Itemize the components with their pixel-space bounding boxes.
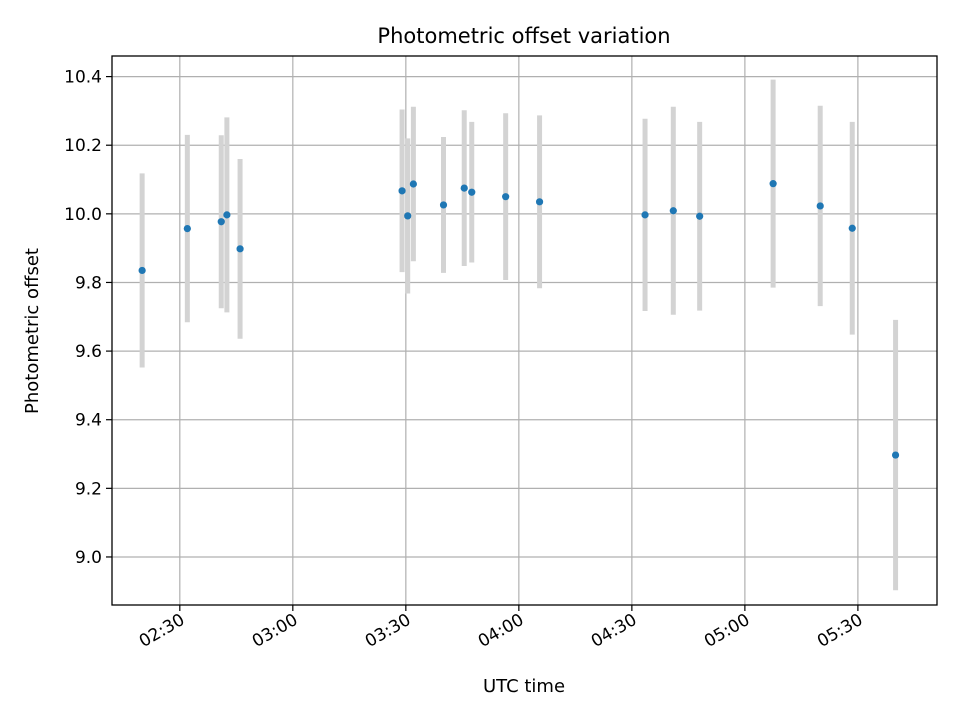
data-point <box>138 266 146 275</box>
data-point <box>502 193 510 201</box>
data-point <box>217 218 225 226</box>
x-axis-label: UTC time <box>483 676 565 697</box>
data-point <box>183 224 191 233</box>
y-tick-label: 10.4 <box>64 68 102 88</box>
data-point <box>816 202 824 210</box>
data-point <box>769 180 777 188</box>
data-point <box>669 207 677 215</box>
y-tick-label: 10.0 <box>64 205 102 225</box>
data-point <box>223 211 231 219</box>
y-axis-ticks: 9.0 9.2 9.4 9.6 9.8 10.0 10.2 10.4 <box>64 68 112 568</box>
plot-frame <box>111 55 938 606</box>
data-point <box>439 201 448 209</box>
y-tick-label: 9.2 <box>75 479 102 499</box>
data-point <box>891 451 900 459</box>
data-point <box>398 187 406 195</box>
data-point <box>696 212 704 220</box>
y-tick-label: 9.0 <box>75 548 102 568</box>
y-tick-label: 9.8 <box>75 273 102 293</box>
data-point <box>641 211 649 219</box>
data-point <box>535 198 544 206</box>
y-tick-label: 10.2 <box>64 136 102 156</box>
chart-title: Photometric offset variation <box>377 24 670 48</box>
data-point <box>404 212 412 220</box>
data-point <box>460 184 468 192</box>
data-point <box>848 224 856 232</box>
data-point <box>236 245 244 253</box>
y-tick-label: 9.4 <box>75 411 102 431</box>
y-axis-label: Photometric offset <box>22 248 43 414</box>
data-points <box>138 180 900 459</box>
data-point <box>409 180 417 188</box>
y-tick-label: 9.6 <box>75 342 102 362</box>
data-point <box>468 188 476 196</box>
